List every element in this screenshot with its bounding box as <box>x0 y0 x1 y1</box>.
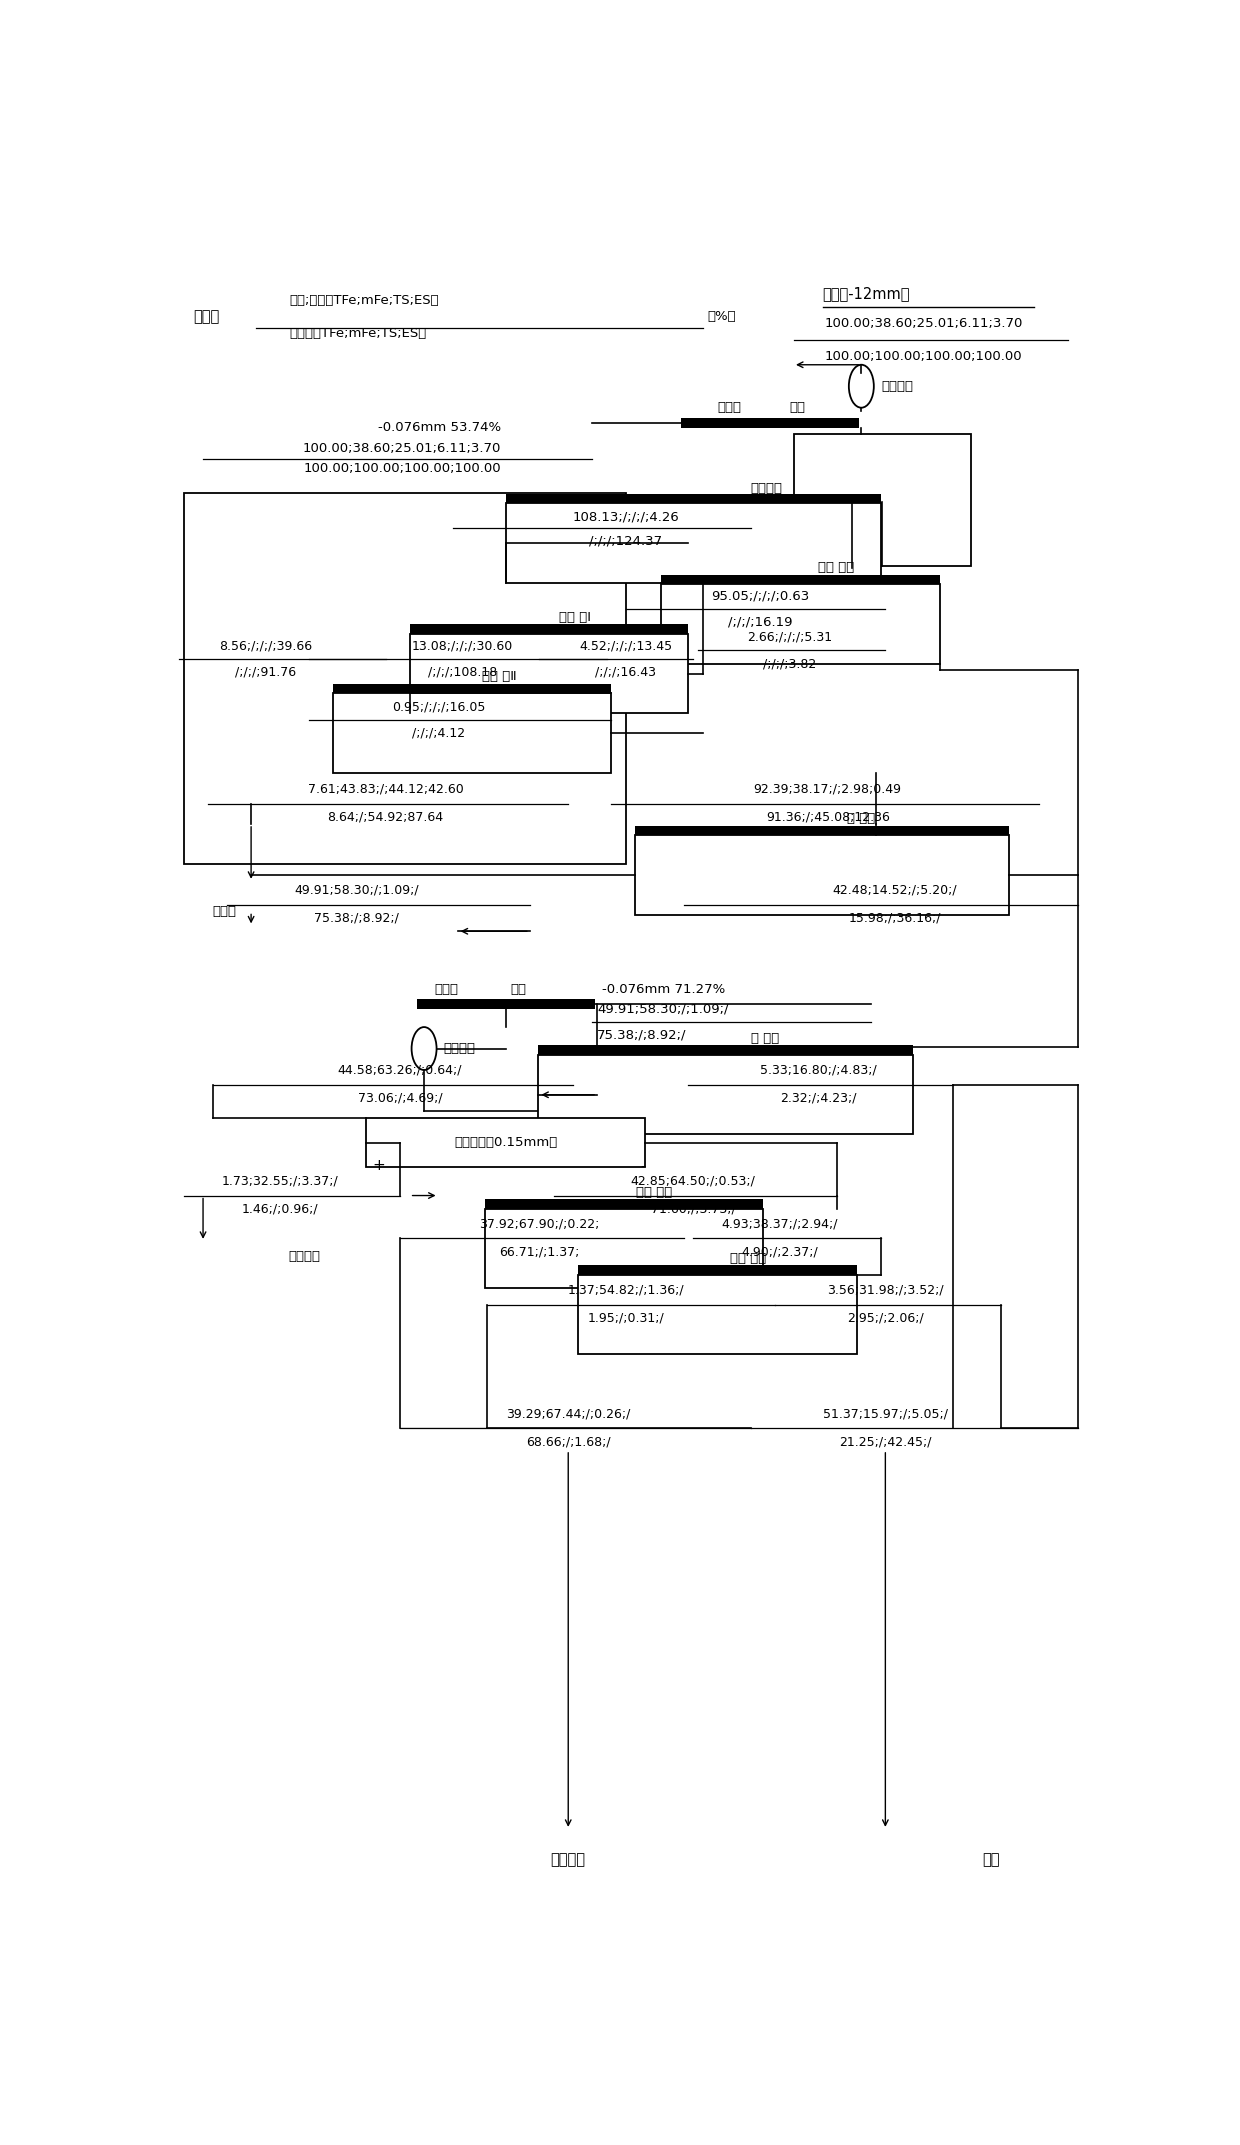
Bar <box>538 1045 913 1055</box>
Text: 旋流器: 旋流器 <box>435 982 459 995</box>
Text: 2.32;/;4.23;/: 2.32;/;4.23;/ <box>780 1092 857 1105</box>
Text: 100.00;38.60;25.01;6.11;3.70: 100.00;38.60;25.01;6.11;3.70 <box>303 442 501 455</box>
Text: /;/;/;16.19: /;/;/;16.19 <box>728 616 792 628</box>
Text: 硫精 选Ⅰ: 硫精 选Ⅰ <box>558 611 590 624</box>
Text: 一段磨矿: 一段磨矿 <box>882 380 914 393</box>
Text: 42.48;14.52;/;5.20;/: 42.48;14.52;/;5.20;/ <box>832 884 957 897</box>
Bar <box>332 693 611 772</box>
Text: 脉动 磁选: 脉动 磁选 <box>729 1253 766 1266</box>
Text: /;/;/;4.12: /;/;/;4.12 <box>412 727 465 740</box>
Bar <box>661 575 940 583</box>
Bar <box>417 1000 595 1008</box>
Text: 92.39;38.17;/;2.98;0.49: 92.39;38.17;/;2.98;0.49 <box>754 783 901 796</box>
Text: /;/;/;124.37: /;/;/;124.37 <box>589 534 662 547</box>
Text: 100.00;100.00;100.00;100.00: 100.00;100.00;100.00;100.00 <box>825 350 1023 363</box>
Bar <box>661 583 940 663</box>
Text: 5.33;16.80;/;4.83;/: 5.33;16.80;/;4.83;/ <box>760 1064 877 1077</box>
Bar <box>578 1266 857 1274</box>
Bar <box>635 834 1009 914</box>
Text: /;/;/;108.18: /;/;/;108.18 <box>428 665 497 678</box>
Text: 15.98;/;36.16;/: 15.98;/;36.16;/ <box>848 912 941 924</box>
Text: 4.90;/;2.37;/: 4.90;/;2.37;/ <box>742 1246 818 1259</box>
Bar <box>578 1274 857 1353</box>
Text: 2.66;/;/;/;5.31: 2.66;/;/;/;5.31 <box>746 631 832 644</box>
Text: 高频细筛（0.15mm）: 高频细筛（0.15mm） <box>454 1137 558 1150</box>
Text: 44.58;63.26;/;0.64;/: 44.58;63.26;/;0.64;/ <box>337 1064 463 1077</box>
Text: 二 磁选: 二 磁选 <box>751 1032 779 1045</box>
Bar <box>538 1055 913 1135</box>
Text: 一 磁选: 一 磁选 <box>847 813 875 826</box>
Text: 分级: 分级 <box>511 982 527 995</box>
Text: 硫精 选Ⅱ: 硫精 选Ⅱ <box>481 671 516 684</box>
Text: 4.93;38.37;/;2.94;/: 4.93;38.37;/;2.94;/ <box>722 1216 838 1229</box>
Text: /;/;/;91.76: /;/;/;91.76 <box>234 665 296 678</box>
Text: 100.00;38.60;25.01;6.11;3.70: 100.00;38.60;25.01;6.11;3.70 <box>825 317 1023 330</box>
Text: 73.06;/;4.69;/: 73.06;/;4.69;/ <box>358 1092 443 1105</box>
Text: 68.66;/;1.68;/: 68.66;/;1.68;/ <box>526 1435 610 1448</box>
Text: 71.60;/;3.73;/: 71.60;/;3.73;/ <box>651 1201 735 1216</box>
Bar <box>485 1210 764 1287</box>
Text: 51.37;15.97;/;5.05;/: 51.37;15.97;/;5.05;/ <box>823 1407 947 1420</box>
Bar <box>506 504 880 583</box>
Text: /;/;/;3.82: /;/;/;3.82 <box>763 656 816 669</box>
Text: 37.92;67.90;/;0.22;: 37.92;67.90;/;0.22; <box>479 1216 600 1229</box>
Text: +: + <box>372 1158 386 1173</box>
Text: 硫精矿: 硫精矿 <box>213 905 237 918</box>
Text: 108.13;/;/;/;4.26: 108.13;/;/;/;4.26 <box>573 511 680 523</box>
Text: 49.91;58.30;/;1.09;/: 49.91;58.30;/;1.09;/ <box>596 1002 729 1015</box>
Text: 100.00;100.00;100.00;100.00: 100.00;100.00;100.00;100.00 <box>304 463 501 476</box>
Bar <box>409 635 688 714</box>
Text: 13.08;/;/;/;30.60: 13.08;/;/;/;30.60 <box>412 639 513 652</box>
Text: 8.56;/;/;/;39.66: 8.56;/;/;/;39.66 <box>219 639 312 652</box>
Text: 91.36;/;45.08;12.36: 91.36;/;45.08;12.36 <box>766 811 889 824</box>
Bar <box>794 433 971 566</box>
Bar <box>367 1118 645 1167</box>
Text: 图例：: 图例： <box>193 309 219 324</box>
Text: 产率;品位（TFe;mFe;TS;ES）: 产率;品位（TFe;mFe;TS;ES） <box>290 294 439 307</box>
Text: -0.076mm 53.74%: -0.076mm 53.74% <box>378 420 501 433</box>
Text: -: - <box>640 1158 646 1173</box>
Text: 7.61;43.83;/;44.12;42.60: 7.61;43.83;/;44.12;42.60 <box>308 783 464 796</box>
Bar <box>506 493 880 504</box>
Bar <box>485 1199 764 1210</box>
Text: 分级: 分级 <box>789 401 805 414</box>
Text: 2.95;/;2.06;/: 2.95;/;2.06;/ <box>847 1311 924 1323</box>
Text: 淘洗 磁选: 淘洗 磁选 <box>635 1186 672 1199</box>
Text: 0.95;/;/;/;16.05: 0.95;/;/;/;16.05 <box>392 699 485 712</box>
Text: 浮硫 扫选: 浮硫 扫选 <box>818 562 854 575</box>
Text: 39.29;67.44;/;0.26;/: 39.29;67.44;/;0.26;/ <box>506 1407 630 1420</box>
Text: 8.64;/;54.92;87.64: 8.64;/;54.92;87.64 <box>327 811 444 824</box>
Text: 42.85;64.50;/;0.53;/: 42.85;64.50;/;0.53;/ <box>631 1173 755 1186</box>
Text: 旋流器: 旋流器 <box>717 401 742 414</box>
Text: 75.38;/;8.92;/: 75.38;/;8.92;/ <box>315 912 399 924</box>
Text: 磁铁精矿: 磁铁精矿 <box>551 1851 585 1866</box>
Text: 浮硫粗选: 浮硫粗选 <box>751 483 782 495</box>
Text: /;/;/;16.43: /;/;/;16.43 <box>595 665 656 678</box>
Bar <box>681 418 859 427</box>
Text: 95.05;/;/;/;0.63: 95.05;/;/;/;0.63 <box>712 590 810 603</box>
Text: -0.076mm 71.27%: -0.076mm 71.27% <box>601 982 725 995</box>
Text: （%）: （%） <box>708 311 737 324</box>
Bar <box>184 493 626 864</box>
Text: 4.52;/;/;/;13.45: 4.52;/;/;/;13.45 <box>579 639 672 652</box>
Text: 1.46;/;0.96;/: 1.46;/;0.96;/ <box>242 1201 319 1216</box>
Text: 单独处理: 单独处理 <box>288 1251 320 1263</box>
Text: 1.73;32.55;/;3.37;/: 1.73;32.55;/;3.37;/ <box>222 1173 339 1186</box>
Text: 1.37;54.82;/;1.36;/: 1.37;54.82;/;1.36;/ <box>568 1283 684 1296</box>
Text: 二段磨矿: 二段磨矿 <box>444 1042 475 1055</box>
Text: 75.38;/;8.92;/: 75.38;/;8.92;/ <box>596 1030 687 1042</box>
Text: 66.71;/;1.37;: 66.71;/;1.37; <box>500 1246 579 1259</box>
Text: 回收率（TFe;mFe;TS;ES）: 回收率（TFe;mFe;TS;ES） <box>290 326 427 339</box>
Bar <box>332 684 611 693</box>
Bar <box>409 624 688 635</box>
Text: 3.56;31.98;/;3.52;/: 3.56;31.98;/;3.52;/ <box>827 1283 944 1296</box>
Text: 1.95;/;0.31;/: 1.95;/;0.31;/ <box>588 1311 665 1323</box>
Text: 21.25;/;42.45;/: 21.25;/;42.45;/ <box>839 1435 931 1448</box>
Text: 49.91;58.30;/;1.09;/: 49.91;58.30;/;1.09;/ <box>294 884 419 897</box>
Text: 尾矿: 尾矿 <box>982 1851 999 1866</box>
Bar <box>635 826 1009 834</box>
Text: 原矿（-12mm）: 原矿（-12mm） <box>822 285 910 300</box>
